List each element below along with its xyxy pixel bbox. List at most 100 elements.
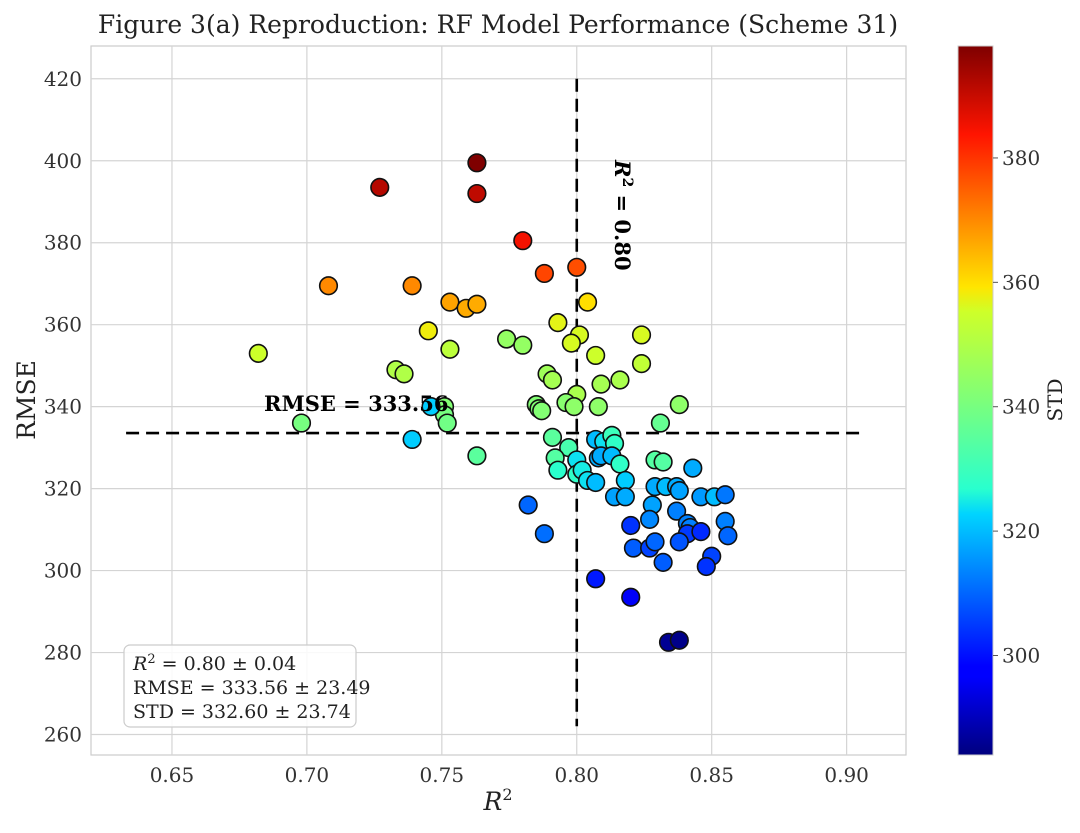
- scatter-point: [542, 370, 563, 390]
- scatter-point: [467, 153, 487, 173]
- scatter-point: [440, 292, 460, 312]
- scatter-point: [640, 509, 660, 529]
- scatter-point: [683, 458, 703, 478]
- y-tick-label: 380: [44, 231, 82, 255]
- scatter-point: [621, 587, 641, 607]
- scatter-point: [567, 257, 587, 277]
- scatter-point: [467, 446, 487, 466]
- scatter-point: [615, 487, 635, 507]
- scatter-point: [669, 394, 689, 415]
- x-tick-label: 0.70: [285, 763, 330, 787]
- scatter-point: [561, 333, 581, 353]
- x-tick-labels: 0.65 0.70 0.75 0.80 0.85 0.90: [150, 763, 869, 787]
- r2-label-sup: 2: [619, 177, 635, 187]
- x-tick-label: 0.80: [554, 763, 599, 787]
- scatter-point: [650, 413, 671, 433]
- scatter-point: [513, 231, 533, 251]
- x-axis-label-sup: 2: [502, 785, 512, 804]
- scatter-point: [669, 630, 689, 650]
- plot-area: [90, 45, 907, 756]
- scatter-point: [669, 481, 689, 501]
- stats-r2-symbol: R: [132, 653, 147, 675]
- scatter-point: [534, 263, 554, 284]
- y-tick-label: 280: [44, 641, 82, 665]
- scatter-point: [496, 329, 517, 349]
- r2-label-symbol: R: [610, 159, 635, 177]
- scatter-point: [621, 515, 641, 536]
- scatter-point: [440, 339, 460, 359]
- scatter-point: [696, 556, 716, 577]
- colorbar-tick-label: 380: [1002, 146, 1040, 170]
- scatter-point: [513, 335, 533, 355]
- scatter-point: [669, 532, 689, 552]
- colorbar-tick-label: 340: [1002, 395, 1040, 419]
- scatter-point: [518, 495, 538, 515]
- scatter-point: [534, 524, 554, 544]
- scatter-point: [564, 397, 584, 417]
- stats-r2: R2 = 0.80 ± 0.04: [132, 652, 296, 675]
- scatter-point: [610, 454, 630, 474]
- scatter-point: [542, 427, 563, 447]
- scatter-point: [437, 413, 457, 433]
- colorbar-label: STD: [1043, 378, 1067, 421]
- scatter-point: [653, 552, 673, 572]
- colorbar-tick-label: 360: [1002, 270, 1040, 294]
- scatter-point: [667, 501, 687, 521]
- scatter-point: [394, 364, 414, 384]
- x-axis-label-symbol: R: [482, 787, 502, 816]
- colorbar-tick-label: 300: [1002, 643, 1040, 667]
- scatter-point: [467, 183, 487, 204]
- scatter-point: [715, 485, 735, 505]
- scatter-points: [248, 153, 738, 652]
- y-axis-label: RMSE: [12, 360, 41, 440]
- y-tick-label: 400: [44, 149, 82, 173]
- scatter-point: [402, 276, 422, 296]
- scatter-point: [318, 276, 339, 296]
- y-tick-label: 300: [44, 559, 82, 583]
- scatter-point: [691, 522, 711, 542]
- rmse-reference-label: RMSE = 333.56: [264, 391, 448, 416]
- y-tick-label: 340: [44, 395, 82, 419]
- scatter-point: [586, 472, 606, 493]
- y-tick-label: 320: [44, 477, 82, 501]
- colorbar-tick-labels: 300 320 340 360 380: [993, 146, 1040, 667]
- scatter-point: [631, 325, 652, 345]
- x-axis-label: R2: [482, 785, 512, 816]
- scatter-point: [591, 374, 611, 394]
- stats-std: STD = 332.60 ± 23.74: [133, 701, 351, 723]
- scatter-point: [532, 401, 552, 421]
- y-tick-label: 260: [44, 723, 82, 747]
- scatter-point: [577, 292, 598, 312]
- scatter-point: [653, 452, 673, 472]
- scatter-point: [548, 460, 568, 480]
- scatter-point: [588, 397, 608, 417]
- scatter-point: [467, 294, 487, 314]
- x-tick-label: 0.90: [824, 763, 869, 787]
- scatter-point: [718, 526, 738, 546]
- x-tick-label: 0.85: [689, 763, 734, 787]
- scatter-point: [610, 370, 630, 390]
- scatter-point: [402, 429, 422, 450]
- y-tick-labels: 260 280 300 320 340 360 380 400 420: [44, 67, 82, 747]
- scatter-point: [631, 354, 652, 374]
- scatter-point: [418, 321, 438, 341]
- stats-r2-value: = 0.80 ± 0.04: [156, 653, 297, 675]
- scatter-point: [248, 343, 268, 363]
- scatter-point: [645, 532, 665, 552]
- x-tick-label: 0.75: [420, 763, 465, 787]
- scatter-point: [421, 397, 441, 417]
- r2-label-value: = 0.80: [610, 187, 635, 270]
- scatter-point: [291, 413, 312, 433]
- r2-reference-label: R2 = 0.80: [610, 159, 635, 271]
- grid-lines: [91, 46, 906, 755]
- stats-rmse: RMSE = 333.56 ± 23.49: [133, 677, 371, 699]
- stats-legend-box: R2 = 0.80 ± 0.04 RMSE = 333.56 ± 23.49 S…: [123, 644, 371, 728]
- scatter-point: [615, 470, 635, 491]
- y-tick-label: 360: [44, 313, 82, 337]
- chart-title: Figure 3(a) Reproduction: RF Model Perfo…: [98, 10, 898, 39]
- x-tick-label: 0.65: [150, 763, 195, 787]
- scatter-point: [623, 538, 644, 558]
- scatter-point: [370, 177, 390, 197]
- scatter-point: [586, 345, 606, 366]
